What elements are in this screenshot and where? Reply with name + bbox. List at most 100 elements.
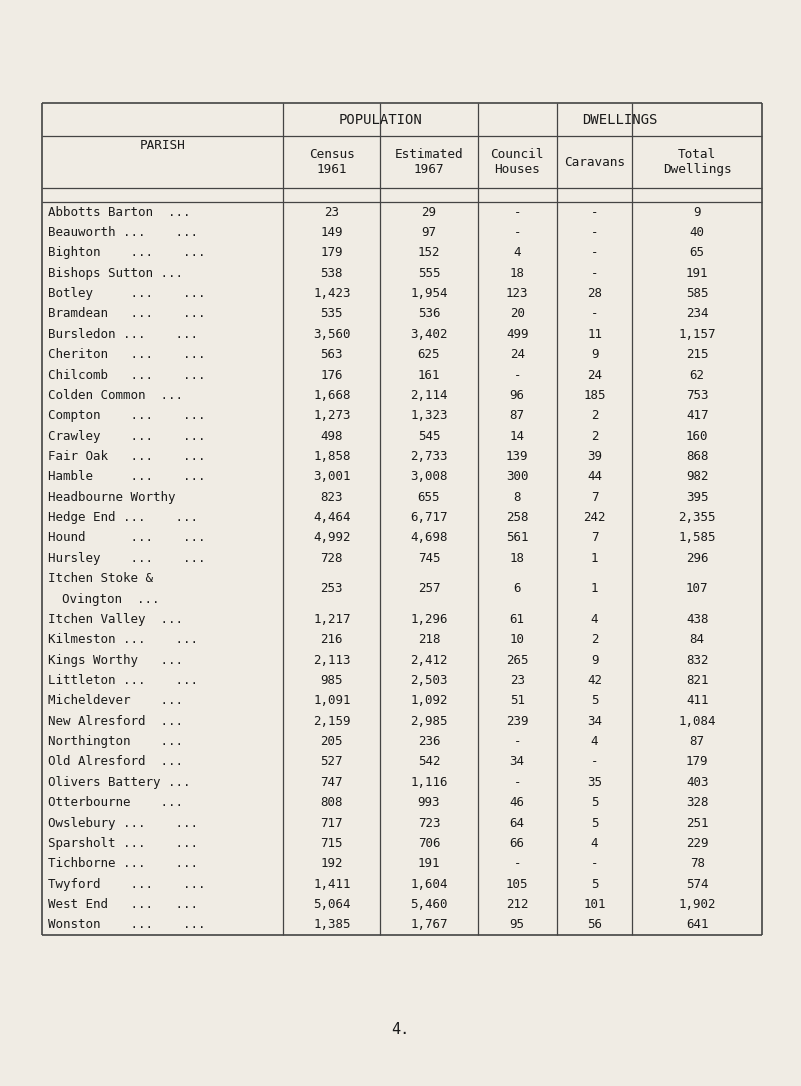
- Text: 34: 34: [509, 756, 525, 769]
- Text: 993: 993: [418, 796, 441, 809]
- Text: 14: 14: [509, 430, 525, 443]
- Text: Beauworth ...    ...: Beauworth ... ...: [48, 226, 198, 239]
- Text: 123: 123: [506, 287, 529, 300]
- Text: 2,159: 2,159: [313, 715, 351, 728]
- Text: 42: 42: [587, 674, 602, 687]
- Text: Kilmeston ...    ...: Kilmeston ... ...: [48, 633, 198, 646]
- Text: Bursledon ...    ...: Bursledon ... ...: [48, 328, 198, 341]
- Text: 24: 24: [509, 349, 525, 362]
- Text: Estimated
1967: Estimated 1967: [395, 148, 463, 176]
- Text: 61: 61: [509, 613, 525, 626]
- Text: 40: 40: [690, 226, 705, 239]
- Text: 1,902: 1,902: [678, 898, 716, 911]
- Text: Old Alresford  ...: Old Alresford ...: [48, 756, 183, 769]
- Text: 3,402: 3,402: [410, 328, 448, 341]
- Text: 11: 11: [587, 328, 602, 341]
- Text: 96: 96: [509, 389, 525, 402]
- Text: 328: 328: [686, 796, 708, 809]
- Text: Kings Worthy   ...: Kings Worthy ...: [48, 654, 183, 667]
- Text: West End   ...   ...: West End ... ...: [48, 898, 198, 911]
- Text: 2: 2: [591, 633, 598, 646]
- Text: 538: 538: [320, 267, 343, 280]
- Text: 62: 62: [690, 368, 705, 381]
- Text: Owslebury ...    ...: Owslebury ... ...: [48, 817, 198, 830]
- Text: Council
Houses: Council Houses: [490, 148, 544, 176]
- Text: 2,113: 2,113: [313, 654, 351, 667]
- Text: Fair Oak   ...    ...: Fair Oak ... ...: [48, 450, 206, 463]
- Text: 527: 527: [320, 756, 343, 769]
- Text: 216: 216: [320, 633, 343, 646]
- Text: 192: 192: [320, 857, 343, 870]
- Text: 87: 87: [509, 409, 525, 422]
- Text: 411: 411: [686, 694, 708, 707]
- Text: 7: 7: [591, 531, 598, 544]
- Text: Botley     ...    ...: Botley ... ...: [48, 287, 206, 300]
- Text: Otterbourne    ...: Otterbourne ...: [48, 796, 183, 809]
- Text: 2,114: 2,114: [410, 389, 448, 402]
- Text: Tichborne ...    ...: Tichborne ... ...: [48, 857, 198, 870]
- Text: Littleton ...    ...: Littleton ... ...: [48, 674, 198, 687]
- Text: 1,411: 1,411: [313, 877, 351, 891]
- Text: 23: 23: [509, 674, 525, 687]
- Text: 300: 300: [506, 470, 529, 483]
- Text: 561: 561: [506, 531, 529, 544]
- Text: 4: 4: [591, 735, 598, 748]
- Text: Bighton    ...    ...: Bighton ... ...: [48, 247, 206, 260]
- Text: 5,064: 5,064: [313, 898, 351, 911]
- Text: 139: 139: [506, 450, 529, 463]
- Text: 66: 66: [509, 837, 525, 850]
- Text: 9: 9: [591, 349, 598, 362]
- Text: 215: 215: [686, 349, 708, 362]
- Text: Census
1961: Census 1961: [309, 148, 355, 176]
- Text: -: -: [591, 267, 598, 280]
- Text: 625: 625: [418, 349, 441, 362]
- Text: 706: 706: [418, 837, 441, 850]
- Text: 1,858: 1,858: [313, 450, 351, 463]
- Text: Ovington  ...: Ovington ...: [62, 593, 159, 606]
- Text: 808: 808: [320, 796, 343, 809]
- Text: 10: 10: [509, 633, 525, 646]
- Text: -: -: [591, 756, 598, 769]
- Text: 985: 985: [320, 674, 343, 687]
- Text: Sparsholt ...    ...: Sparsholt ... ...: [48, 837, 198, 850]
- Text: 152: 152: [418, 247, 441, 260]
- Text: 2,503: 2,503: [410, 674, 448, 687]
- Text: 655: 655: [418, 491, 441, 504]
- Text: 535: 535: [320, 307, 343, 320]
- Text: 242: 242: [583, 512, 606, 525]
- Text: 9: 9: [591, 654, 598, 667]
- Text: 753: 753: [686, 389, 708, 402]
- Text: 3,008: 3,008: [410, 470, 448, 483]
- Text: 205: 205: [320, 735, 343, 748]
- Text: Cheriton   ...    ...: Cheriton ... ...: [48, 349, 206, 362]
- Text: Bishops Sutton ...: Bishops Sutton ...: [48, 267, 183, 280]
- Text: 498: 498: [320, 430, 343, 443]
- Text: 5: 5: [591, 694, 598, 707]
- Text: Olivers Battery ...: Olivers Battery ...: [48, 775, 191, 788]
- Text: 641: 641: [686, 919, 708, 932]
- Text: POPULATION: POPULATION: [339, 113, 422, 126]
- Text: 218: 218: [418, 633, 441, 646]
- Text: 239: 239: [506, 715, 529, 728]
- Text: Bramdean   ...    ...: Bramdean ... ...: [48, 307, 206, 320]
- Text: 1,217: 1,217: [313, 613, 351, 626]
- Text: -: -: [591, 857, 598, 870]
- Text: 34: 34: [587, 715, 602, 728]
- Text: 296: 296: [686, 552, 708, 565]
- Text: 6,717: 6,717: [410, 512, 448, 525]
- Text: Itchen Stoke &: Itchen Stoke &: [48, 572, 153, 585]
- Text: 161: 161: [418, 368, 441, 381]
- Text: -: -: [591, 226, 598, 239]
- Text: 5: 5: [591, 817, 598, 830]
- Text: -: -: [591, 247, 598, 260]
- Text: 823: 823: [320, 491, 343, 504]
- Text: 868: 868: [686, 450, 708, 463]
- Text: 395: 395: [686, 491, 708, 504]
- Text: 51: 51: [509, 694, 525, 707]
- Text: 95: 95: [509, 919, 525, 932]
- Text: 5: 5: [591, 877, 598, 891]
- Text: Hound      ...    ...: Hound ... ...: [48, 531, 206, 544]
- Text: 107: 107: [686, 582, 708, 595]
- Text: 536: 536: [418, 307, 441, 320]
- Text: Micheldever    ...: Micheldever ...: [48, 694, 183, 707]
